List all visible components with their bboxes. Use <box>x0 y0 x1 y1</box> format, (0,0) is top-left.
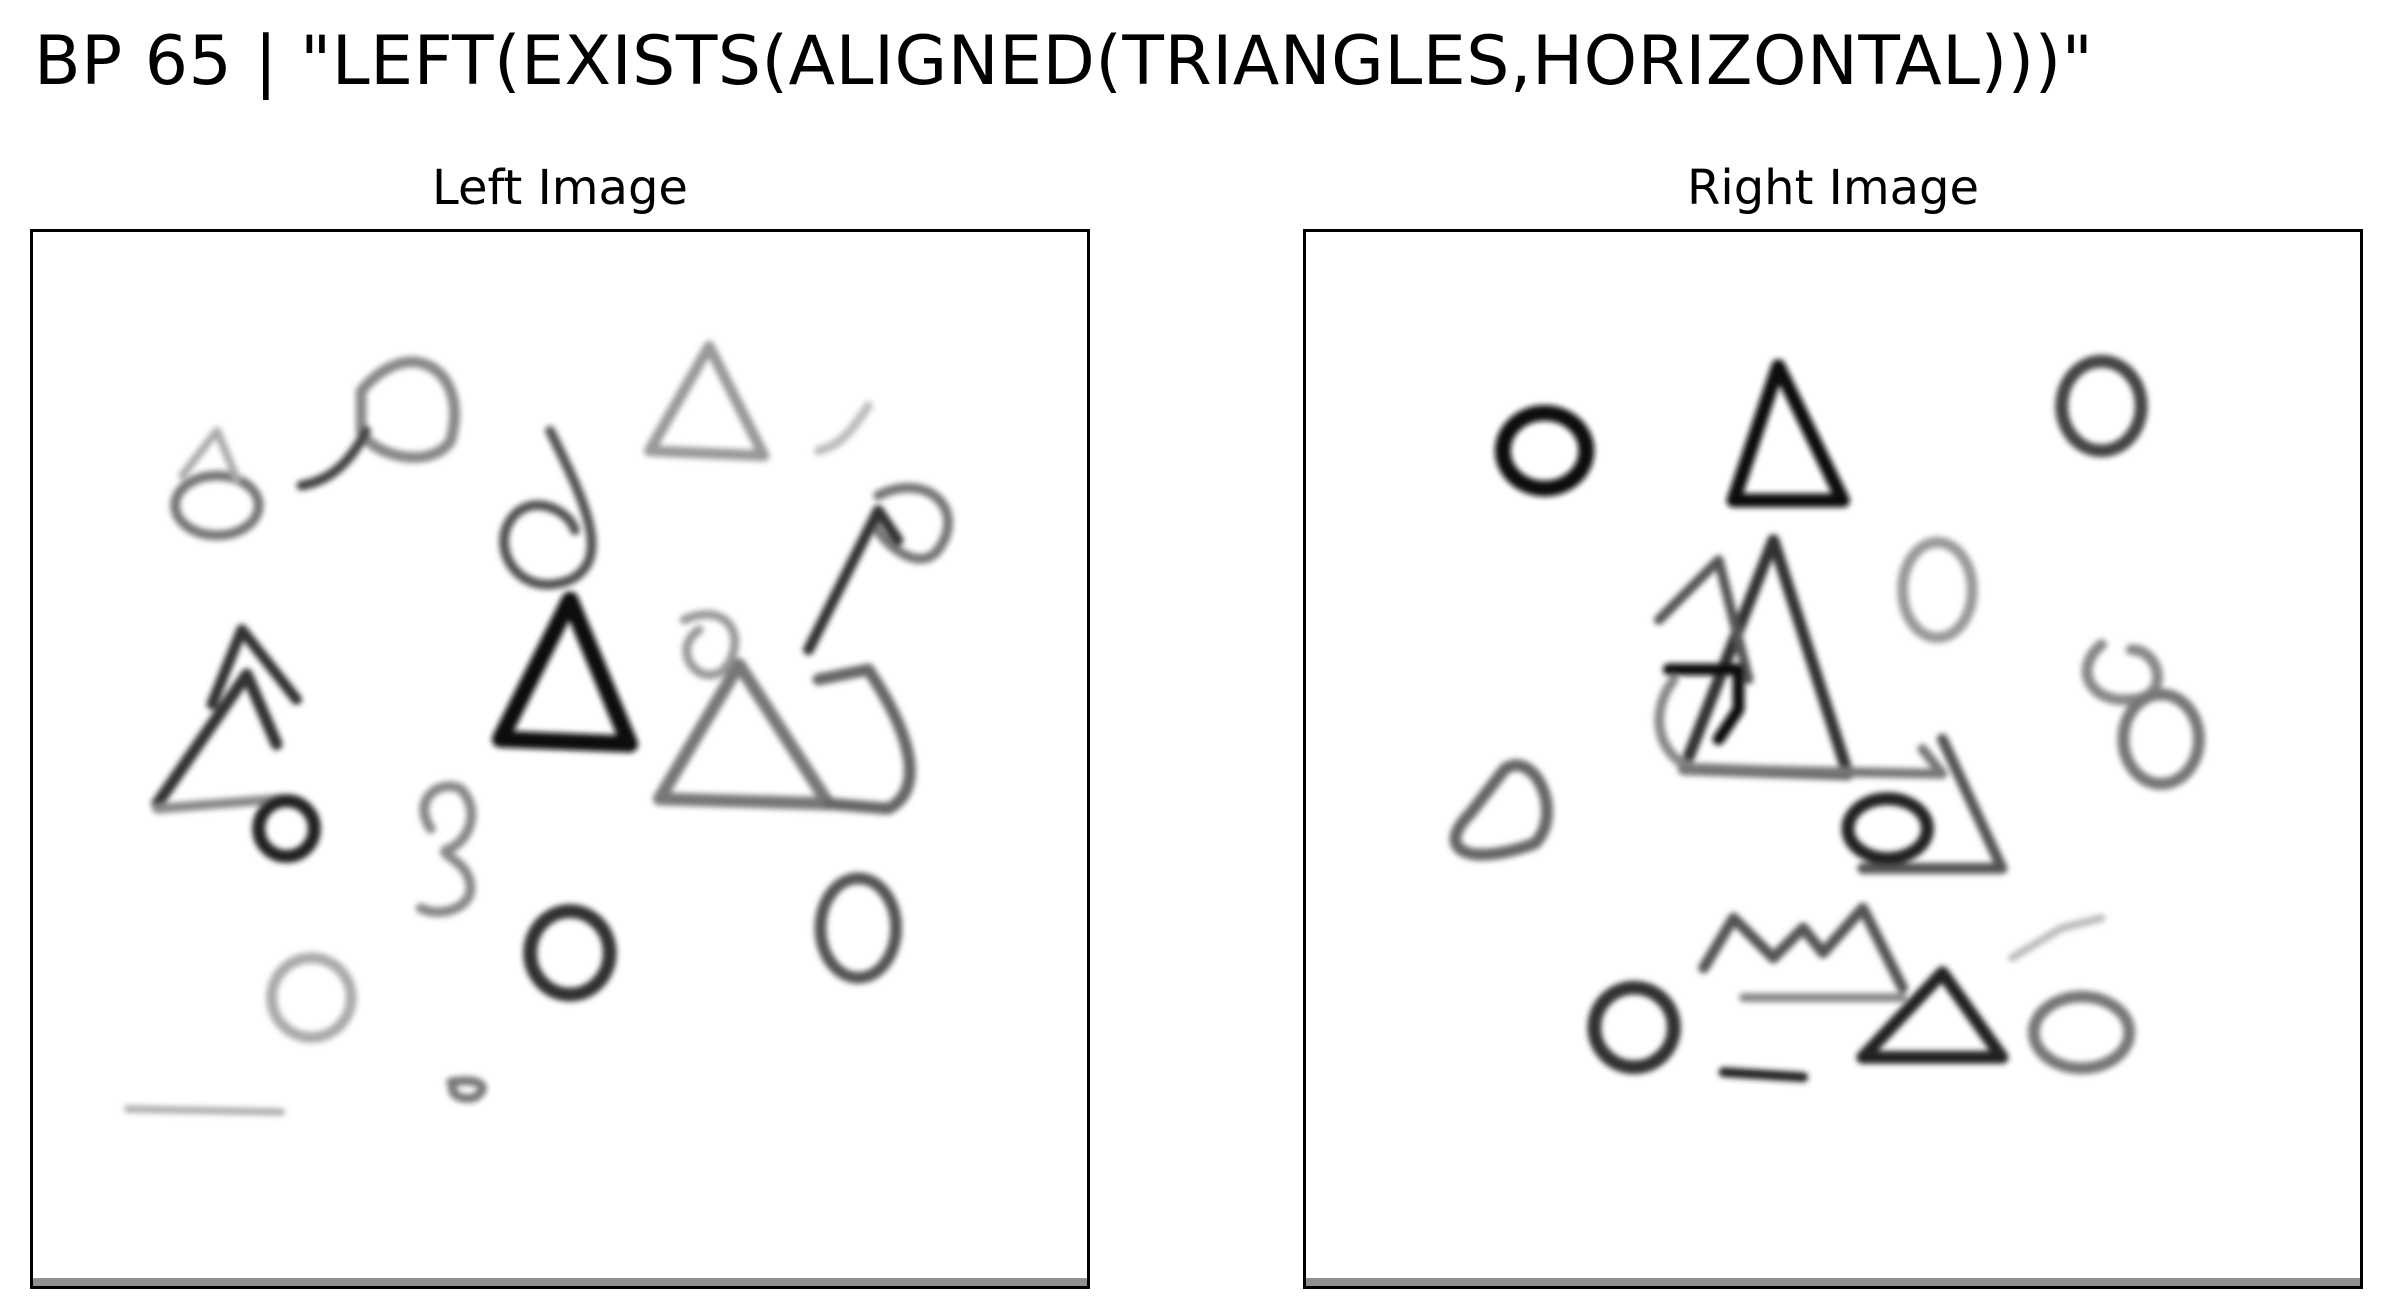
left-drop-2 <box>812 663 916 815</box>
right-mountain-1 <box>1698 902 1909 994</box>
left-line-z <box>803 504 904 656</box>
left-circle-5 <box>266 952 357 1043</box>
right-circle-6 <box>1587 980 1681 1075</box>
left-glyph-g <box>415 781 477 917</box>
right-glyph-8 <box>2081 639 2163 706</box>
left-triangle-3 <box>652 658 835 811</box>
left-bottom-band <box>33 1278 1087 1286</box>
right-line-2 <box>1718 1067 1809 1083</box>
left-glyph-q <box>868 482 954 564</box>
left-image-drawing <box>33 340 1087 1286</box>
left-hook-2 <box>446 1076 487 1103</box>
right-circle-3 <box>1897 536 1978 644</box>
right-triangle-4 <box>1678 744 1948 779</box>
left-image-panel <box>30 229 1090 1289</box>
right-image-drawing <box>1306 354 2360 1286</box>
left-image-title: Left Image <box>432 160 688 216</box>
right-circle-1 <box>1494 405 1595 497</box>
left-glyph-a <box>499 425 597 590</box>
right-bottom-band <box>1306 1278 2360 1286</box>
right-triangle-6 <box>1856 966 2009 1064</box>
left-swirl-1 <box>679 610 740 680</box>
left-triangle-1 <box>644 340 770 462</box>
left-drop-1 <box>355 356 461 463</box>
right-glyph-square <box>1662 663 1745 746</box>
right-circle-5 <box>1841 792 1934 865</box>
left-hook-1 <box>814 401 873 456</box>
left-dash-1 <box>123 1105 286 1116</box>
left-triangle-4 <box>151 668 283 810</box>
right-triangle-5 <box>1857 733 2008 874</box>
right-drop-1 <box>1449 759 1553 861</box>
left-circle-2 <box>252 794 321 863</box>
left-triangle-6 <box>152 793 287 814</box>
left-circle-4 <box>814 872 903 984</box>
left-circle-1 <box>170 470 264 541</box>
right-triangle-3 <box>1654 555 1754 685</box>
right-image-panel <box>1303 229 2363 1289</box>
right-faint-line <box>2008 914 2106 962</box>
right-circle-2 <box>2055 354 2148 458</box>
right-circle-4 <box>2117 688 2205 790</box>
figure-title: BP 65 | "LEFT(EXISTS(ALIGNED(TRIANGLES,H… <box>34 22 2094 101</box>
right-image-title: Right Image <box>1687 160 1979 216</box>
left-triangle-faint-1 <box>178 426 241 483</box>
left-squiggle-1 <box>296 425 372 491</box>
left-circle-3 <box>523 904 617 1002</box>
right-triangle-1 <box>1726 359 1850 508</box>
left-triangle-5 <box>206 624 302 710</box>
right-circle-7 <box>2027 990 2136 1075</box>
left-triangle-2 <box>491 591 639 753</box>
